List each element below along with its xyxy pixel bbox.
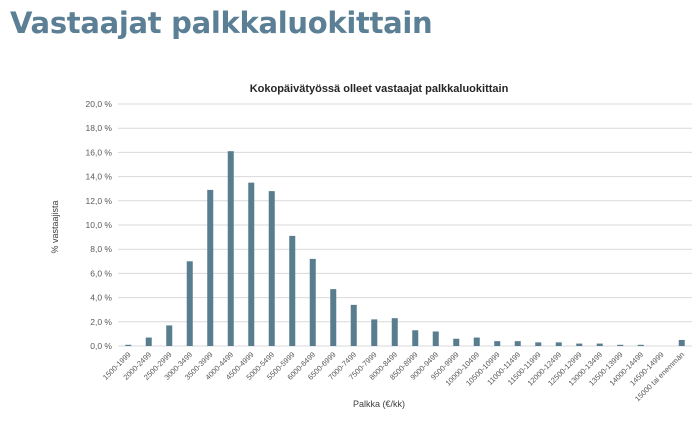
y-tick-label: 8,0 % — [90, 244, 112, 254]
bar — [432, 331, 439, 346]
bar — [268, 191, 275, 346]
x-axis-label: Palkka (€/kk) — [353, 399, 405, 409]
y-tick-label: 4,0 % — [90, 293, 112, 303]
bar — [473, 337, 480, 346]
bar — [350, 304, 357, 346]
bar — [330, 289, 337, 346]
y-tick-label: 6,0 % — [90, 268, 112, 278]
bar — [535, 342, 542, 346]
y-tick-label: 10,0 % — [86, 220, 113, 230]
y-axis-ticks: 0,0 % 2,0 % 4,0 % 6,0 % 8,0 % 10,0 % 12,0 % 14,… — [86, 99, 113, 351]
bar — [391, 318, 398, 346]
bar — [125, 344, 132, 346]
y-tick-label: 12,0 % — [86, 196, 113, 206]
chart-gridlines — [118, 103, 692, 323]
bar-series — [125, 151, 685, 346]
slide-title: Vastaajat palkkaluokittain — [10, 6, 433, 40]
bar — [186, 261, 193, 346]
bar — [555, 342, 562, 346]
bar — [637, 344, 644, 346]
bar — [576, 343, 583, 346]
bar — [617, 344, 624, 346]
y-tick-label: 18,0 % — [86, 123, 113, 133]
bar — [207, 189, 214, 346]
y-tick-label: 16,0 % — [86, 147, 113, 157]
bar — [248, 182, 255, 346]
bar — [453, 338, 460, 346]
bar — [412, 330, 419, 346]
x-axis-ticks: 1500-19992000-24992500-29993000-34993500… — [101, 350, 686, 403]
bar — [514, 341, 521, 346]
y-tick-label: 2,0 % — [90, 317, 112, 327]
bar — [309, 258, 316, 346]
bar — [227, 151, 234, 346]
y-tick-label: 20,0 % — [86, 99, 113, 109]
bar — [166, 325, 173, 346]
bar — [371, 319, 378, 346]
y-tick-label: 14,0 % — [86, 172, 113, 182]
bar — [289, 235, 296, 346]
y-tick-label: 0,0 % — [90, 341, 112, 351]
bar — [494, 341, 501, 346]
bar — [145, 337, 152, 346]
bar — [678, 339, 685, 346]
bar — [596, 343, 603, 346]
y-axis-label: % vastaajista — [50, 200, 60, 253]
chart-title: Kokopäivätyössä olleet vastaajat palkkal… — [250, 83, 509, 95]
